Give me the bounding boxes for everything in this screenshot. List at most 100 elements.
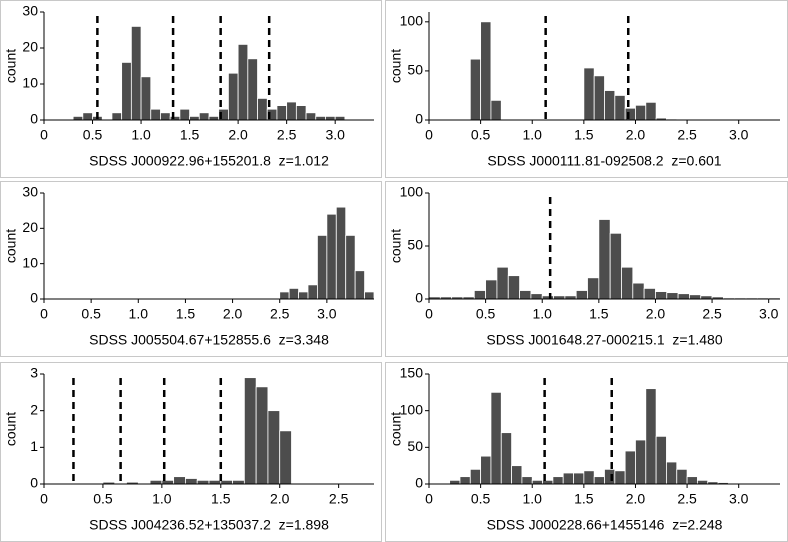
x-tick-label: 1.5 <box>574 491 594 507</box>
y-tick-label: 50 <box>407 237 423 253</box>
y-tick-label: 0 <box>30 111 38 127</box>
bar <box>469 58 482 121</box>
y-axis-label: count <box>3 412 19 446</box>
bar <box>609 232 622 300</box>
y-tick-label: 0 <box>415 290 423 306</box>
bar <box>298 291 309 300</box>
bar <box>645 101 657 121</box>
y-tick-label: 10 <box>22 75 38 91</box>
histogram-panel: 0 10 20 30 0 0.5 1.0 1.5 2.0 2.5 3.0 count SDSS J000… <box>0 0 382 178</box>
x-tick-label: 0 <box>40 306 48 322</box>
caption: SDSS J000922.96+155201.8 z=1.012 <box>89 153 329 169</box>
x-tick-label: 0 <box>425 127 433 143</box>
bar <box>521 476 533 485</box>
bar <box>315 116 326 121</box>
x-tick-label: 1.5 <box>211 491 231 507</box>
bar <box>335 206 347 300</box>
bar <box>179 108 190 121</box>
bar <box>614 95 626 121</box>
caption: SDSS J005504.67+152855.6 z=3.348 <box>89 332 329 348</box>
bar <box>220 479 233 485</box>
x-tick-label: 0 <box>425 491 433 507</box>
bar <box>511 465 523 485</box>
x-tick-label: 2.0 <box>223 306 243 322</box>
bar <box>519 290 532 300</box>
panel-border <box>0 0 382 178</box>
x-tick-label: 0 <box>425 306 433 322</box>
bar <box>257 98 268 121</box>
bar <box>604 468 616 485</box>
bar <box>237 44 249 121</box>
x-tick-label: 2.5 <box>677 491 697 507</box>
y-tick-label: 10 <box>22 254 38 270</box>
x-tick-label: 3.0 <box>325 127 345 143</box>
bar <box>228 72 239 121</box>
bar <box>459 476 471 485</box>
caption: SDSS J000111.81-092508.2 z=0.601 <box>487 153 721 169</box>
bar <box>573 472 585 485</box>
x-tick-label: 1.0 <box>129 306 149 322</box>
y-tick-label: 0 <box>415 475 423 491</box>
bar <box>562 472 574 485</box>
histogram-panel: 0 50 100 150 0 0.5 1.0 1.5 2.0 2.5 3.0 count SDSS J0… <box>385 362 788 542</box>
bar <box>583 67 595 121</box>
x-tick-label: 1.0 <box>131 127 151 143</box>
bar <box>449 479 461 485</box>
y-tick-label: 100 <box>400 401 424 417</box>
bar <box>196 479 210 485</box>
x-tick-label: 2.0 <box>626 491 646 507</box>
bar <box>593 476 605 485</box>
panel-border <box>0 362 382 542</box>
bar <box>345 235 356 300</box>
bar <box>140 76 152 121</box>
x-tick-label: 3.0 <box>729 127 749 143</box>
y-tick-label: 3 <box>30 365 38 381</box>
bar <box>317 235 328 300</box>
bar <box>169 116 181 121</box>
bar <box>614 470 626 485</box>
bar <box>575 290 588 300</box>
x-tick-label: 1.5 <box>574 127 594 143</box>
bar <box>643 288 656 300</box>
x-tick-label: 0.5 <box>476 306 496 322</box>
bar <box>686 476 698 485</box>
bar <box>697 479 709 485</box>
y-tick-label: 50 <box>407 438 423 454</box>
bar <box>490 99 502 121</box>
y-tick-label: 30 <box>22 3 38 19</box>
y-tick-label: 100 <box>400 184 424 200</box>
bar <box>593 75 605 121</box>
x-tick-label: 2.5 <box>329 491 349 507</box>
bar <box>149 479 163 485</box>
bar <box>621 266 634 300</box>
bar <box>185 478 198 485</box>
x-tick-label: 0.5 <box>471 127 491 143</box>
x-tick-label: 2.0 <box>626 127 646 143</box>
bar <box>507 275 520 300</box>
x-tick-label: 2.5 <box>270 306 290 322</box>
bar <box>500 432 512 485</box>
bar <box>490 391 502 485</box>
bar <box>480 21 492 121</box>
caption: SDSS J004236.52+135037.2 z=1.898 <box>89 517 329 533</box>
bar <box>676 468 688 485</box>
y-tick-label: 0 <box>30 475 38 491</box>
panel-border <box>385 362 788 542</box>
bar <box>635 104 647 121</box>
y-tick-label: 0 <box>415 111 423 127</box>
bar <box>655 291 668 300</box>
bar <box>307 284 318 300</box>
bar <box>632 282 645 300</box>
bar <box>279 430 292 485</box>
y-axis-label: count <box>3 49 19 83</box>
bar <box>624 450 636 485</box>
bar <box>173 476 186 485</box>
bar <box>364 291 375 300</box>
bar <box>473 290 487 300</box>
bar <box>189 116 200 121</box>
bar <box>469 468 482 485</box>
caption: SDSS J000228.66+1455146 z=2.248 <box>487 517 723 533</box>
x-tick-label: 3.0 <box>759 306 779 322</box>
bar <box>480 455 492 485</box>
bar <box>198 112 210 121</box>
